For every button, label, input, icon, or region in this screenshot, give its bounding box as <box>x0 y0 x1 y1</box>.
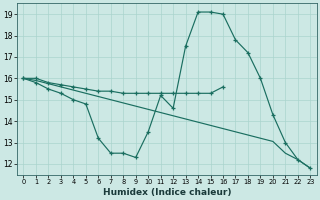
X-axis label: Humidex (Indice chaleur): Humidex (Indice chaleur) <box>103 188 231 197</box>
